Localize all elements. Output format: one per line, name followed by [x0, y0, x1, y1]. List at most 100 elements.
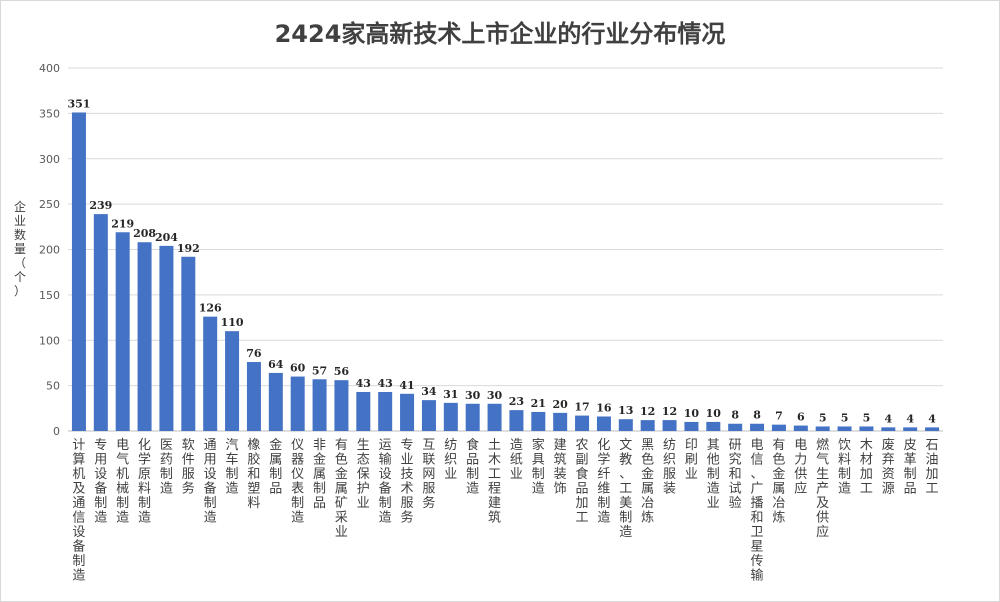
data-label: 13 [618, 404, 633, 417]
bar [750, 423, 765, 431]
category-label: 文教、工美制造 [619, 438, 632, 540]
category-label: 黑色金属冶炼 [641, 438, 654, 526]
data-label: 8 [731, 409, 739, 422]
bar [246, 362, 261, 431]
bar [793, 425, 808, 431]
data-label: 16 [596, 401, 612, 414]
category-label: 专用设备制造 [94, 438, 107, 526]
data-label: 219 [111, 217, 134, 230]
category-label: 燃气生产及供应 [816, 437, 829, 540]
data-label: 4 [906, 412, 914, 425]
data-label: 110 [221, 316, 244, 329]
category-label: 纺织服装 [663, 438, 676, 497]
bar [706, 421, 721, 431]
bar [684, 421, 699, 431]
bar [553, 412, 568, 431]
data-label: 10 [684, 407, 700, 420]
category-label: 有色金属矿采业 [335, 438, 348, 540]
data-label: 30 [465, 389, 481, 402]
data-label: 7 [775, 410, 783, 423]
bar [181, 256, 196, 431]
category-label: 石油加工 [926, 438, 939, 497]
y-tick-label: 150 [39, 289, 60, 302]
data-label: 351 [67, 97, 90, 110]
bar [575, 415, 590, 431]
data-label: 204 [155, 231, 178, 244]
bar [815, 426, 830, 431]
data-label: 17 [574, 401, 589, 414]
data-label: 12 [640, 405, 655, 418]
category-label: 食品制造 [466, 437, 479, 497]
bar [443, 402, 458, 431]
category-label: 医药制造 [160, 438, 173, 497]
data-label: 239 [89, 199, 112, 212]
category-label: 金属制品 [269, 437, 282, 497]
bar [925, 427, 940, 431]
data-label: 56 [334, 365, 350, 378]
category-label: 农副食品加工 [576, 438, 589, 526]
data-label: 208 [133, 227, 156, 240]
data-label: 43 [378, 377, 393, 390]
bar [881, 427, 896, 431]
data-label: 57 [312, 364, 327, 377]
y-tick-label: 300 [39, 153, 60, 166]
data-label: 6 [797, 411, 805, 424]
y-tick-label: 200 [39, 244, 60, 257]
data-label: 5 [819, 411, 827, 424]
data-label: 34 [421, 385, 437, 398]
category-label: 造纸业 [510, 438, 523, 482]
category-label: 仪器仪表制造 [291, 438, 304, 526]
data-label: 64 [268, 358, 284, 371]
data-label: 5 [841, 411, 849, 424]
category-label: 建筑装饰 [554, 438, 567, 497]
data-label: 30 [487, 389, 503, 402]
category-label: 印刷业 [685, 438, 698, 482]
category-label: 电信、广播和卫星传输 [751, 438, 764, 584]
category-label: 化学纤维制造 [597, 438, 610, 526]
data-label: 8 [753, 409, 761, 422]
data-label: 21 [531, 397, 546, 410]
data-label: 60 [290, 362, 306, 375]
bar [400, 393, 415, 431]
category-label: 汽车制造 [226, 438, 239, 497]
category-label: 研究和试验 [729, 438, 742, 511]
bar [203, 316, 218, 431]
category-label: 其他制造业 [707, 438, 720, 511]
bar [137, 242, 152, 431]
data-label: 31 [443, 388, 458, 401]
category-label: 电气机械制造 [116, 438, 129, 526]
bar [662, 420, 677, 431]
bar [421, 400, 436, 431]
category-label: 专业技术服务 [401, 438, 414, 526]
category-label: 皮革制品 [904, 438, 917, 497]
bar [531, 411, 546, 431]
category-label: 化学原料制造 [138, 438, 151, 526]
data-label: 41 [399, 379, 414, 392]
data-label: 4 [884, 412, 892, 425]
data-label: 76 [246, 347, 262, 360]
category-label: 木材加工 [860, 438, 873, 497]
bar [903, 427, 918, 431]
bar [356, 391, 371, 431]
bar [159, 245, 174, 431]
data-label: 43 [356, 377, 371, 390]
category-label: 土木工程建筑 [488, 438, 501, 526]
bar [71, 112, 86, 431]
bar [509, 410, 524, 431]
bar [487, 403, 502, 431]
category-label: 通用设备制造 [204, 438, 217, 526]
bar [268, 372, 283, 431]
bar [225, 331, 240, 431]
bar [596, 416, 611, 431]
y-tick-label: 400 [39, 62, 60, 75]
category-label: 纺织业 [444, 438, 457, 482]
bar [312, 379, 327, 431]
category-label: 饮料制造 [838, 438, 851, 497]
category-label: 废弃资源 [882, 437, 895, 497]
data-label: 5 [863, 411, 871, 424]
category-label: 软件服务 [182, 438, 195, 497]
data-label: 126 [199, 302, 222, 315]
category-label: 电力供应 [794, 438, 807, 497]
chart-title: 2424家高新技术上市企业的行业分布情况 [274, 20, 726, 48]
